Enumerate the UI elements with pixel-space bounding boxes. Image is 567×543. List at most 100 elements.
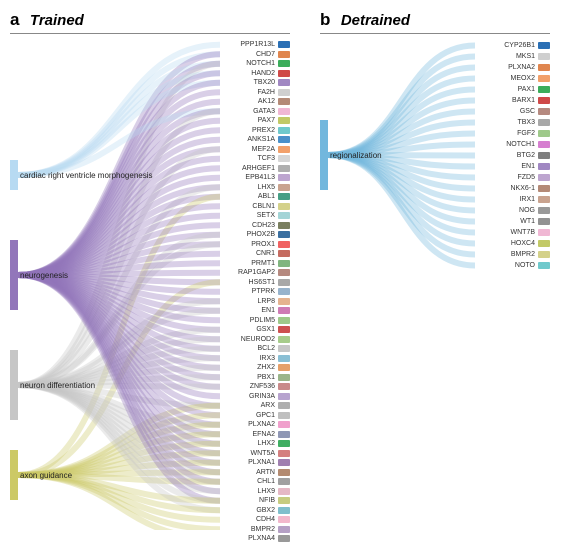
source-rect xyxy=(10,350,18,420)
gene-swatch xyxy=(278,298,290,305)
gene-row: MKS1 xyxy=(516,51,550,62)
gene-swatch xyxy=(278,174,290,181)
gene-swatch xyxy=(538,196,550,203)
source-block: neuron differentiation xyxy=(10,350,18,420)
gene-swatch xyxy=(278,269,290,276)
gene-label: ARTN xyxy=(256,469,275,476)
gene-label: PDLIM5 xyxy=(250,317,275,324)
gene-row: LHX9 xyxy=(257,487,290,496)
gene-swatch xyxy=(278,336,290,343)
gene-swatch xyxy=(278,383,290,390)
gene-row: PTPRK xyxy=(252,287,290,296)
gene-row: EPB41L3 xyxy=(245,173,290,182)
gene-label: WNT7B xyxy=(511,229,536,236)
gene-label: ABL1 xyxy=(258,193,275,200)
gene-label: GPC1 xyxy=(256,412,275,419)
gene-row: GPC1 xyxy=(256,411,290,420)
source-label: cardiac right ventricle morphogenesis xyxy=(20,171,153,180)
gene-row: FA2H xyxy=(257,88,290,97)
gene-row: EN1 xyxy=(261,306,290,315)
gene-label: CHD7 xyxy=(256,51,275,58)
gene-swatch xyxy=(278,421,290,428)
gene-row: GSC xyxy=(520,106,550,117)
gene-swatch xyxy=(538,251,550,258)
gene-row: CDH4 xyxy=(256,515,290,524)
gene-row: CYP26B1 xyxy=(504,40,550,51)
gene-swatch xyxy=(278,79,290,86)
gene-swatch xyxy=(278,364,290,371)
gene-label: TBX20 xyxy=(254,79,275,86)
gene-swatch xyxy=(538,163,550,170)
gene-swatch xyxy=(278,127,290,134)
gene-label: ZNF536 xyxy=(250,383,275,390)
gene-label: NOTO xyxy=(515,262,535,269)
gene-row: EN1 xyxy=(521,161,550,172)
panel-a: a Trained PPP1R13LCHD7NOTCH1HAND2TBX20FA… xyxy=(10,10,290,530)
gene-row: TBX3 xyxy=(517,117,550,128)
gene-label: LHX2 xyxy=(257,440,275,447)
gene-swatch xyxy=(278,108,290,115)
gene-row: WT1 xyxy=(520,216,550,227)
gene-label: NOG xyxy=(519,207,535,214)
gene-row: PDLIM5 xyxy=(250,316,290,325)
gene-label: IRX3 xyxy=(259,355,275,362)
gene-row: PROX1 xyxy=(251,240,290,249)
gene-row: EFNA2 xyxy=(252,430,290,439)
gene-swatch xyxy=(538,86,550,93)
gene-row: FGF2 xyxy=(517,128,550,139)
gene-row: BMPR2 xyxy=(511,249,550,260)
gene-swatch xyxy=(538,53,550,60)
gene-row: CBLN1 xyxy=(252,202,290,211)
gene-label: NOTCH1 xyxy=(246,60,275,67)
gene-swatch xyxy=(538,240,550,247)
gene-row: NKX6-1 xyxy=(510,183,550,194)
gene-swatch xyxy=(538,262,550,269)
gene-swatch xyxy=(278,136,290,143)
gene-swatch xyxy=(278,222,290,229)
gene-row: CNR1 xyxy=(256,249,290,258)
gene-label: BCL2 xyxy=(257,345,275,352)
gene-label: LHX5 xyxy=(257,184,275,191)
gene-swatch xyxy=(278,488,290,495)
figure-container: a Trained PPP1R13LCHD7NOTCH1HAND2TBX20FA… xyxy=(10,10,557,530)
panel-b: b Detrained CYP26B1MKS1PLXNA2MEOX2PAX1BA… xyxy=(320,10,550,530)
gene-label: PAX7 xyxy=(258,117,275,124)
gene-swatch xyxy=(538,108,550,115)
gene-label: ANKS1A xyxy=(247,136,275,143)
gene-row: GBX2 xyxy=(256,506,290,515)
gene-row: LRP8 xyxy=(257,297,290,306)
gene-swatch xyxy=(278,431,290,438)
gene-row: NOTO xyxy=(515,260,550,271)
gene-label: PHOX2B xyxy=(247,231,275,238)
gene-label: PREX2 xyxy=(252,127,275,134)
gene-label: PLXNA4 xyxy=(248,535,275,542)
gene-row: ABL1 xyxy=(258,192,290,201)
gene-label: CBLN1 xyxy=(252,203,275,210)
source-label: axon guidance xyxy=(20,471,72,480)
source-label: regionalization xyxy=(330,151,382,160)
gene-label: IRX1 xyxy=(519,196,535,203)
gene-label: WT1 xyxy=(520,218,535,225)
gene-row: CDH23 xyxy=(252,221,290,230)
gene-swatch xyxy=(538,218,550,225)
gene-label: CDH23 xyxy=(252,222,275,229)
gene-label: TCF3 xyxy=(258,155,276,162)
gene-row: NOTCH1 xyxy=(246,59,290,68)
source-block: cardiac right ventricle morphogenesis xyxy=(10,160,18,190)
gene-swatch xyxy=(278,526,290,533)
gene-swatch xyxy=(278,478,290,485)
gene-row: PAX1 xyxy=(518,84,550,95)
gene-row: CHL1 xyxy=(257,477,290,486)
gene-row: IRX1 xyxy=(519,194,550,205)
gene-label: NKX6-1 xyxy=(510,185,535,192)
gene-swatch xyxy=(538,97,550,104)
gene-row: ZNF536 xyxy=(250,382,290,391)
gene-swatch xyxy=(278,260,290,267)
gene-row: PLXNA4 xyxy=(248,534,290,543)
gene-row: BTG2 xyxy=(517,150,550,161)
gene-label: ARHGEF1 xyxy=(242,165,275,172)
sankey-b: CYP26B1MKS1PLXNA2MEOX2PAX1BARX1GSCTBX3FG… xyxy=(320,40,550,300)
gene-swatch xyxy=(278,184,290,191)
gene-swatch xyxy=(278,317,290,324)
gene-row: HAND2 xyxy=(251,69,290,78)
